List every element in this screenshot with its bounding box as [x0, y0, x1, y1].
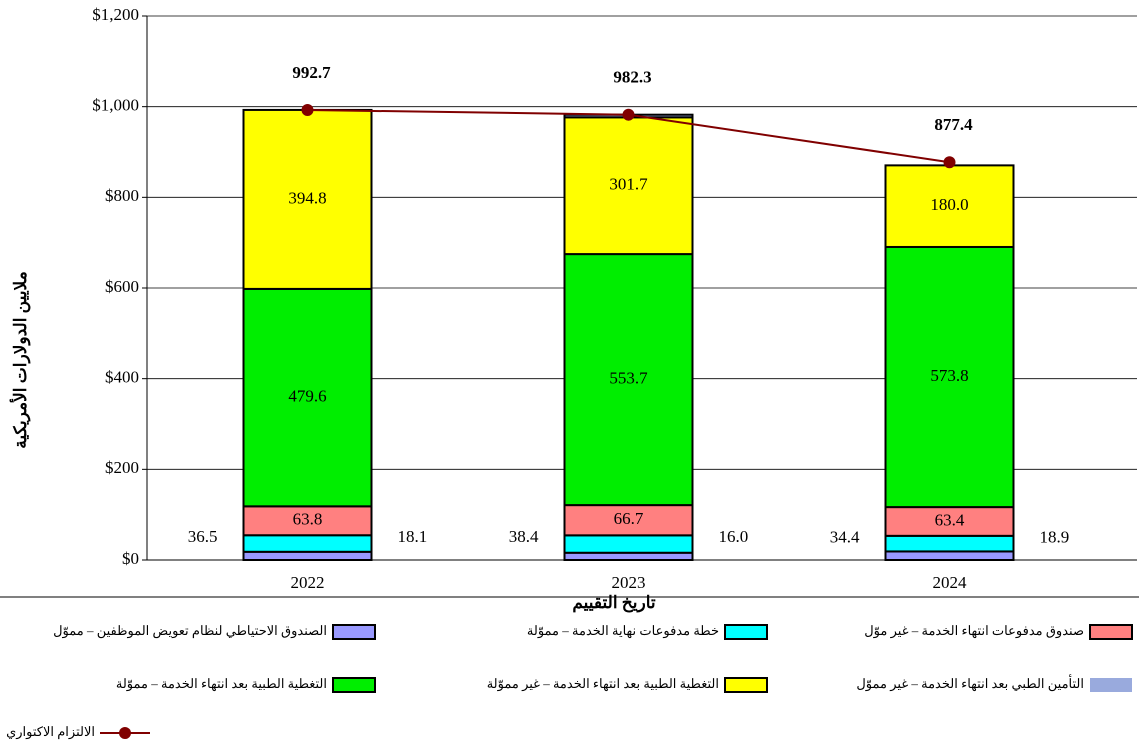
bar-segment [563, 551, 694, 561]
legend-swatch [724, 677, 768, 693]
data-label: 36.5 [188, 527, 218, 546]
bar-segment [563, 504, 694, 537]
legend-label: التغطية الطبية بعد انتهاء الخدمة – غير م… [487, 676, 719, 692]
bar-segment [884, 506, 1015, 537]
x-axis-title: تاريخ التقييم [572, 593, 656, 613]
x-tick-label: 2022 [291, 573, 325, 592]
y-tick-label: $800 [105, 186, 139, 205]
bar-segment [242, 287, 373, 508]
y-tick-label: $200 [105, 458, 139, 477]
y-axis-title: ملايين الدولارات الأمريكية [9, 271, 31, 449]
bar-segment [884, 245, 1015, 509]
y-tick-label: $1,200 [92, 5, 139, 24]
bar-segment [884, 534, 1015, 553]
y-tick-label: $400 [105, 368, 139, 387]
legend-swatch [332, 624, 376, 640]
data-label: 66.7 [614, 509, 644, 528]
data-label: 394.8 [288, 188, 326, 207]
x-tick-label: 2023 [612, 573, 646, 592]
bar-segment [563, 116, 694, 256]
legend-label: الالتزام الاكتواري [6, 724, 95, 740]
legend-label: التغطية الطبية بعد انتهاء الخدمة – مموّل… [116, 676, 327, 692]
line-point [943, 156, 956, 169]
data-label: 38.4 [509, 527, 539, 546]
y-tick-label: $600 [105, 277, 139, 296]
line-point [301, 103, 314, 116]
bar-segment [242, 505, 373, 537]
legend-swatch [332, 677, 376, 693]
data-label: 553.7 [609, 369, 648, 388]
data-label: 63.4 [935, 510, 965, 529]
y-tick-label: $0 [122, 549, 139, 568]
legend-swatch [1089, 624, 1133, 640]
data-label: 573.8 [930, 366, 968, 385]
bar-segment [242, 534, 373, 553]
x-tick-label: 2024 [933, 573, 968, 592]
data-label: 18.9 [1040, 528, 1070, 547]
bar-segment [242, 550, 373, 562]
bar-segment [242, 108, 373, 290]
data-label: 16.0 [719, 527, 749, 546]
bar-segment [884, 550, 1015, 562]
y-tick-label: $1,000 [92, 96, 139, 115]
data-label: 180.0 [930, 195, 968, 214]
line-label: 982.3 [613, 68, 651, 87]
legend-swatch [1090, 678, 1132, 692]
legend-label: صندوق مدفوعات انتهاء الخدمة – غير موّل [864, 623, 1084, 639]
data-label: 34.4 [830, 528, 860, 547]
data-label: 301.7 [609, 175, 648, 194]
data-label: 479.6 [288, 387, 326, 406]
legend-label: الصندوق الاحتياطي لنظام تعويض الموظفين –… [53, 623, 327, 639]
legend-marker [119, 727, 131, 739]
data-label: 18.1 [398, 527, 428, 546]
line-label: 992.7 [292, 63, 331, 82]
bar-segment [563, 253, 694, 507]
data-label: 63.8 [293, 510, 323, 529]
line-label: 877.4 [934, 115, 973, 134]
legend-label: التأمين الطبي بعد انتهاء الخدمة – غير مم… [856, 674, 1084, 692]
legend-label: خطة مدفوعات نهاية الخدمة – مموّلة [527, 623, 719, 639]
line-point [622, 108, 635, 121]
bar-segment [563, 534, 694, 554]
legend-swatch [724, 624, 768, 640]
